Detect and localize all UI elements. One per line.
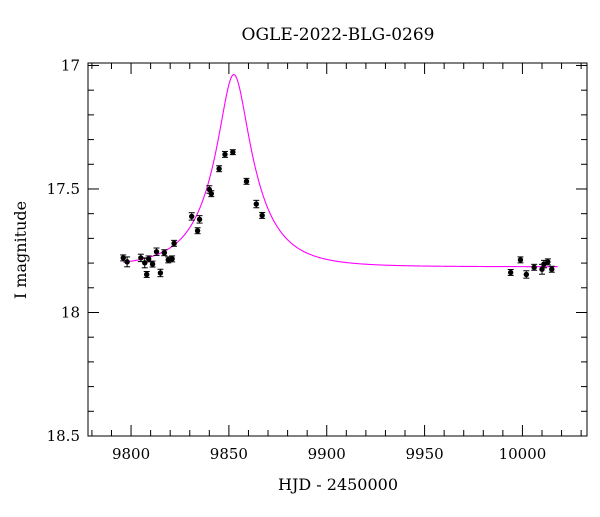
data-point	[229, 149, 236, 156]
data-point	[259, 211, 266, 219]
data-point	[523, 270, 530, 279]
plot-frame	[87, 62, 588, 437]
y-tick-label: 18.5	[47, 427, 80, 445]
point-marker	[149, 261, 156, 267]
point-marker	[222, 151, 228, 158]
data-point	[145, 255, 152, 263]
x-tick-label: 9800	[112, 445, 150, 463]
model-curve	[123, 73, 558, 268]
data-point	[194, 227, 201, 235]
point-marker	[120, 255, 126, 261]
point-marker	[138, 255, 144, 261]
point-marker	[124, 259, 130, 265]
point-marker	[517, 257, 524, 263]
point-marker	[153, 249, 160, 255]
point-marker	[161, 250, 168, 256]
axis-ticks	[88, 63, 587, 437]
data-point	[196, 215, 203, 224]
x-tick-labels: 9800 9850 9900 9950 10000	[112, 445, 546, 463]
point-marker	[531, 264, 537, 270]
point-marker	[523, 271, 530, 278]
point-marker	[507, 269, 514, 276]
point-marker	[541, 261, 547, 267]
point-marker	[169, 256, 175, 262]
data-point	[517, 256, 524, 264]
x-tick-label: 9900	[308, 445, 346, 463]
x-tick-label: 9950	[405, 445, 443, 463]
data-point	[124, 256, 131, 268]
point-marker	[171, 240, 177, 247]
point-marker	[259, 212, 265, 219]
data-point	[169, 255, 176, 263]
y-tick-label: 18	[61, 303, 80, 321]
point-marker	[157, 270, 164, 276]
y-tick-label: 17.5	[47, 180, 80, 198]
data-point	[507, 269, 514, 276]
data-point	[149, 260, 156, 268]
x-tick-label: 9850	[210, 445, 248, 463]
data-point	[143, 270, 150, 278]
point-marker	[545, 259, 551, 265]
point-marker	[208, 190, 214, 197]
data-point	[216, 165, 223, 173]
data-point	[548, 265, 555, 273]
data-point	[208, 190, 215, 198]
data-point	[221, 150, 228, 158]
point-marker	[194, 228, 201, 234]
x-axis-label: HJD - 2450000	[278, 475, 398, 494]
point-marker	[243, 178, 250, 185]
data-points	[120, 149, 555, 279]
y-tick-labels: 17 17.5 18 18.5	[47, 56, 80, 445]
data-point	[544, 258, 551, 266]
point-marker	[196, 216, 203, 223]
data-point	[253, 199, 260, 209]
point-marker	[142, 260, 148, 266]
point-marker	[230, 149, 236, 155]
data-point	[157, 268, 164, 278]
data-point	[243, 177, 250, 185]
data-point	[153, 247, 160, 256]
point-marker	[549, 266, 555, 272]
data-point	[531, 263, 538, 271]
y-axis-label: I magnitude	[11, 201, 30, 299]
data-point	[171, 239, 178, 247]
x-tick-label: 10000	[499, 445, 547, 463]
data-point	[161, 249, 168, 257]
point-marker	[144, 271, 150, 278]
point-marker	[189, 213, 195, 220]
y-tick-label: 17	[61, 56, 80, 74]
point-marker	[145, 256, 152, 262]
point-marker	[253, 201, 259, 207]
point-marker	[216, 166, 222, 172]
data-point	[188, 212, 195, 221]
chart-title: OGLE-2022-BLG-0269	[242, 25, 435, 45]
